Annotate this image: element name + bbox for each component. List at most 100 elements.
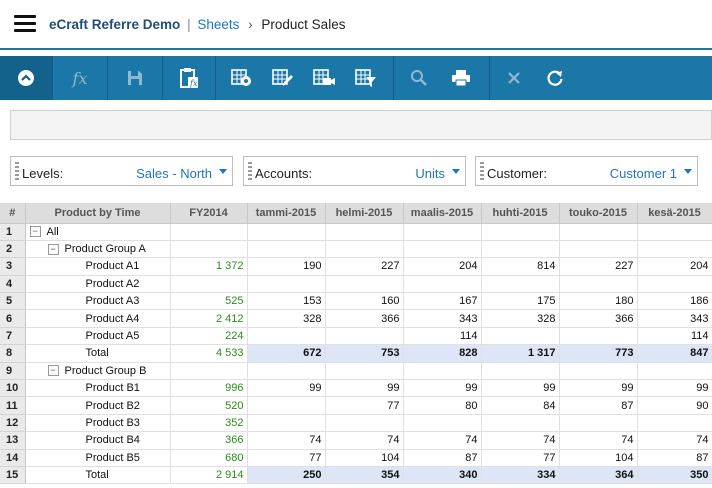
value-cell[interactable]: 77 — [481, 449, 560, 467]
row-number[interactable]: 4 — [0, 275, 26, 294]
column-header[interactable]: Product by Time — [25, 203, 171, 224]
column-header[interactable]: tammi-2015 — [247, 203, 326, 224]
value-cell[interactable] — [559, 362, 638, 381]
chevron-down-icon[interactable] — [219, 169, 227, 174]
breadcrumb-sheets-link[interactable]: Sheets — [197, 17, 240, 32]
value-cell[interactable]: 186 — [637, 292, 712, 311]
value-cell[interactable] — [481, 327, 560, 346]
value-cell[interactable]: 672 — [247, 344, 326, 363]
row-number[interactable]: 13 — [0, 431, 26, 450]
value-cell[interactable]: 753 — [325, 344, 404, 363]
value-cell[interactable]: 104 — [325, 449, 404, 467]
value-cell[interactable]: 773 — [559, 344, 638, 363]
row-label-cell[interactable]: Product B3 — [25, 414, 171, 433]
row-label-cell[interactable]: − Product Group A — [25, 240, 171, 259]
accounts-value[interactable]: Units — [415, 166, 445, 181]
value-cell[interactable]: 74 — [403, 431, 482, 450]
row-number-header[interactable]: # — [0, 203, 26, 224]
value-cell[interactable]: 74 — [247, 431, 326, 450]
levels-selector[interactable]: Levels: Sales - North — [10, 156, 233, 186]
value-cell[interactable]: 74 — [559, 431, 638, 450]
value-cell[interactable] — [559, 275, 638, 294]
value-cell[interactable]: 350 — [637, 466, 712, 485]
row-number[interactable]: 5 — [0, 292, 26, 311]
row-label-cell[interactable]: Product B4 — [25, 431, 171, 450]
row-number[interactable]: 10 — [0, 379, 26, 398]
paste-formula-button[interactable]: fx — [163, 56, 215, 100]
value-cell[interactable] — [403, 414, 482, 433]
value-cell[interactable]: 99 — [481, 379, 560, 398]
value-cell[interactable] — [403, 362, 482, 381]
row-number[interactable]: 7 — [0, 327, 26, 346]
fy-value-cell[interactable]: 366 — [170, 431, 248, 450]
fy-value-cell[interactable]: 680 — [170, 449, 248, 467]
value-cell[interactable]: 340 — [403, 466, 482, 485]
value-cell[interactable] — [403, 240, 482, 259]
row-number[interactable]: 2 — [0, 240, 26, 259]
sheet-video-button[interactable] — [304, 56, 344, 100]
value-cell[interactable] — [247, 362, 326, 381]
row-label-cell[interactable]: Product B2 — [25, 396, 171, 415]
row-label-cell[interactable]: Total — [25, 344, 171, 363]
row-number[interactable]: 11 — [0, 396, 26, 415]
row-number[interactable]: 8 — [0, 344, 26, 363]
value-cell[interactable]: 354 — [325, 466, 404, 485]
value-cell[interactable]: 84 — [481, 396, 560, 415]
value-cell[interactable] — [325, 275, 404, 294]
row-number[interactable]: 9 — [0, 362, 26, 381]
value-cell[interactable] — [637, 414, 712, 433]
row-number[interactable]: 12 — [0, 414, 26, 433]
value-cell[interactable]: 114 — [403, 327, 482, 346]
value-cell[interactable]: 153 — [247, 292, 326, 311]
collapse-toggle-icon[interactable]: − — [47, 243, 59, 255]
value-cell[interactable] — [637, 275, 712, 294]
fy-value-cell[interactable]: 224 — [170, 327, 248, 346]
refresh-button[interactable] — [536, 56, 574, 100]
value-cell[interactable]: 366 — [559, 309, 638, 328]
value-cell[interactable] — [247, 327, 326, 346]
row-label-cell[interactable]: Total — [25, 466, 171, 485]
save-button[interactable] — [108, 56, 162, 100]
value-cell[interactable]: 114 — [637, 327, 712, 346]
value-cell[interactable] — [325, 223, 404, 241]
value-cell[interactable]: 1 317 — [481, 344, 560, 363]
value-cell[interactable] — [637, 362, 712, 381]
value-cell[interactable] — [325, 327, 404, 346]
value-cell[interactable]: 227 — [325, 257, 404, 276]
column-header[interactable]: FY2014 — [170, 203, 248, 224]
print-button[interactable] — [440, 56, 482, 100]
value-cell[interactable] — [637, 223, 712, 241]
row-number[interactable]: 15 — [0, 466, 26, 485]
fy-value-cell[interactable]: 2 412 — [170, 309, 248, 328]
row-label-cell[interactable]: Product A3 — [25, 292, 171, 311]
row-number[interactable]: 1 — [0, 223, 26, 241]
fy-value-cell[interactable]: 520 — [170, 396, 248, 415]
value-cell[interactable]: 99 — [247, 379, 326, 398]
value-cell[interactable] — [247, 414, 326, 433]
row-label-cell[interactable]: Product B1 — [25, 379, 171, 398]
value-cell[interactable]: 87 — [559, 396, 638, 415]
value-cell[interactable]: 343 — [403, 309, 482, 328]
value-cell[interactable]: 77 — [247, 449, 326, 467]
column-header[interactable]: helmi-2015 — [325, 203, 404, 224]
hamburger-menu-icon[interactable] — [14, 15, 36, 33]
value-cell[interactable]: 814 — [481, 257, 560, 276]
value-cell[interactable] — [559, 240, 638, 259]
formula-bar[interactable] — [10, 110, 712, 140]
value-cell[interactable] — [247, 275, 326, 294]
value-cell[interactable]: 80 — [403, 396, 482, 415]
value-cell[interactable]: 99 — [403, 379, 482, 398]
value-cell[interactable]: 175 — [481, 292, 560, 311]
chevron-down-icon[interactable] — [684, 169, 692, 174]
column-header[interactable]: kesä-2015 — [637, 203, 712, 224]
row-number[interactable]: 6 — [0, 309, 26, 328]
value-cell[interactable] — [481, 275, 560, 294]
sheet-settings-button[interactable] — [222, 56, 262, 100]
value-cell[interactable] — [325, 414, 404, 433]
value-cell[interactable]: 167 — [403, 292, 482, 311]
row-label-cell[interactable]: − All — [25, 223, 171, 241]
value-cell[interactable] — [403, 223, 482, 241]
customer-value[interactable]: Customer 1 — [609, 166, 677, 181]
value-cell[interactable]: 190 — [247, 257, 326, 276]
chevron-down-icon[interactable] — [452, 169, 460, 174]
